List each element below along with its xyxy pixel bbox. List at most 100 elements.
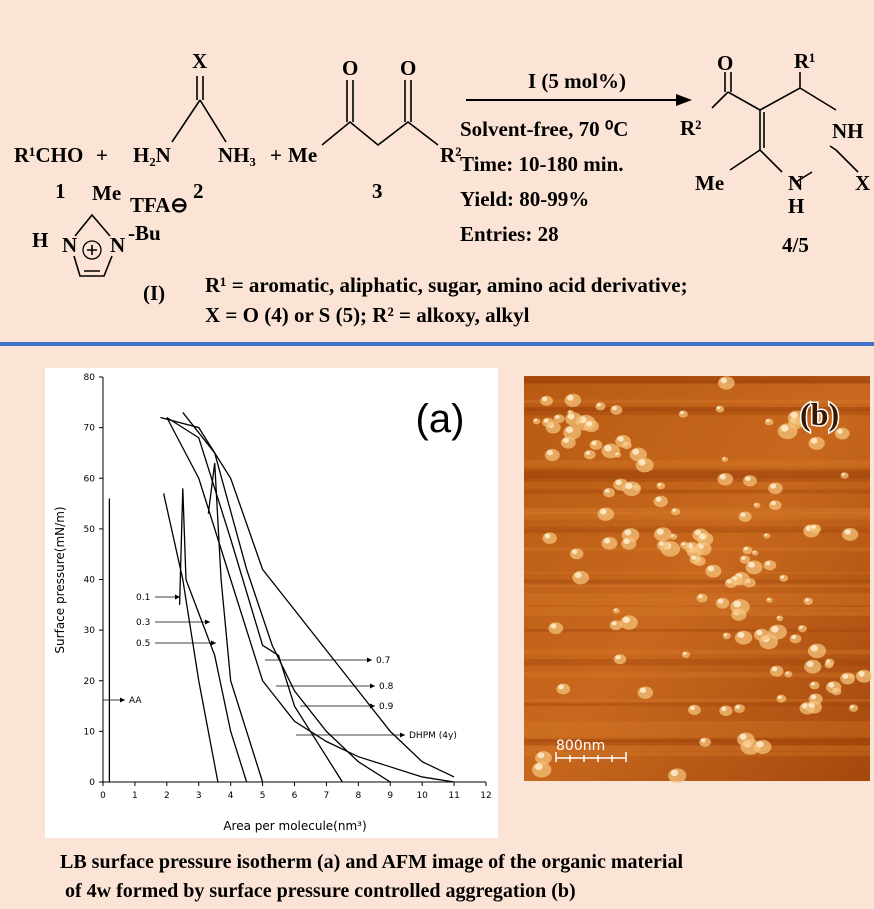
afm-highlight	[682, 542, 686, 545]
afm-highlight	[767, 598, 770, 600]
condition: Yield: 80-99%	[460, 187, 589, 211]
panel-label: (a)	[416, 397, 465, 441]
atom: H₂N	[133, 143, 171, 167]
afm-particle	[603, 488, 615, 498]
afm-highlight	[741, 512, 746, 517]
afm-highlight	[542, 397, 547, 401]
atom: H	[32, 228, 48, 252]
figure: R¹CHO + 1 X H₂N NH₃ + 2 Me O O R² 3 I (5…	[0, 0, 874, 909]
afm-particle	[597, 508, 614, 521]
atom: O	[717, 51, 733, 75]
afm-particle	[668, 768, 686, 783]
compound-number: 2	[193, 179, 204, 203]
afm-particle	[705, 565, 721, 578]
afm-highlight	[718, 599, 723, 604]
afm-highlight	[772, 667, 777, 672]
atom: N	[110, 233, 125, 257]
afm-particle	[754, 503, 761, 508]
afm-highlight	[680, 411, 684, 414]
y-tick-label: 70	[84, 424, 96, 434]
atom: R²	[680, 116, 701, 140]
afm-particle	[548, 622, 563, 634]
afm-particle	[654, 496, 668, 507]
afm-highlight	[547, 450, 553, 455]
atom: Me	[288, 143, 317, 167]
afm-particle	[595, 402, 605, 410]
afm-particle	[671, 508, 680, 515]
afm-particle	[553, 414, 564, 423]
afm-streak	[524, 721, 870, 727]
y-axis-label: Surface pressure(mN/m)	[53, 506, 67, 653]
y-tick-label: 80	[84, 373, 96, 383]
afm-particle	[776, 695, 786, 703]
atom: Me	[695, 171, 724, 195]
afm-highlight	[755, 503, 758, 505]
afm-particle	[770, 666, 784, 677]
atom: R¹	[794, 49, 815, 73]
afm-highlight	[828, 682, 834, 687]
afm-particle	[810, 524, 822, 533]
x-tick-label: 6	[292, 791, 298, 801]
afm-highlight	[568, 414, 575, 420]
atom: Me	[92, 181, 121, 205]
afm-highlight	[586, 451, 591, 455]
x-tick-label: 4	[228, 791, 234, 801]
afm-particle	[723, 633, 731, 640]
afm-particle	[809, 437, 825, 450]
afm-highlight	[778, 695, 782, 698]
afm-highlight	[534, 419, 537, 422]
afm-highlight	[535, 763, 543, 770]
afm-particle	[563, 425, 581, 439]
afm-particle	[776, 616, 783, 622]
afm-highlight	[624, 529, 631, 535]
afm-particle	[737, 732, 755, 746]
afm-particle	[688, 705, 701, 715]
afm-particle	[533, 418, 541, 424]
caption: LB surface pressure isotherm (a) and AFM…	[60, 851, 683, 873]
afm-particle	[615, 435, 631, 448]
afm-particle	[679, 410, 688, 417]
afm-highlight	[683, 652, 686, 655]
afm-particle	[718, 376, 735, 389]
afm-streak	[524, 377, 870, 383]
afm-highlight	[575, 572, 582, 578]
afm-highlight	[638, 459, 645, 465]
afm-highlight	[737, 632, 744, 638]
afm-particle	[763, 560, 776, 570]
afm-particle	[841, 472, 849, 479]
afm-particle	[734, 704, 745, 713]
afm-streak	[524, 672, 870, 677]
afm-highlight	[807, 661, 814, 667]
afm-highlight	[727, 579, 732, 583]
afm-highlight	[765, 561, 770, 565]
afm-highlight	[568, 410, 571, 412]
afm-particle	[763, 533, 770, 538]
afm-highlight	[753, 551, 756, 553]
afm-streak	[524, 730, 870, 737]
afm-particle	[697, 594, 708, 603]
afm-image	[524, 376, 872, 783]
afm-particle	[804, 598, 813, 605]
plus: +	[270, 143, 282, 167]
afm-streak	[524, 471, 870, 478]
afm-highlight	[555, 415, 559, 419]
x-tick-label: 9	[387, 791, 393, 801]
afm-particle	[565, 394, 582, 407]
x-tick-label: 7	[324, 791, 330, 801]
afm-highlight	[781, 575, 785, 578]
afm-highlight	[699, 534, 706, 540]
caption: of 4w formed by surface pressure control…	[60, 880, 576, 902]
afm-highlight	[558, 684, 563, 689]
afm-particle	[638, 686, 654, 698]
afm-highlight	[770, 484, 776, 489]
afm-highlight	[745, 476, 751, 481]
afm-highlight	[850, 705, 854, 708]
series-label: 0.9	[379, 702, 394, 712]
afm-particle	[779, 575, 788, 582]
afm-streak	[524, 582, 870, 587]
afm-highlight	[791, 635, 796, 639]
afm-particle	[716, 598, 730, 609]
afm-highlight	[538, 752, 545, 758]
afm-highlight	[756, 630, 762, 635]
afm-highlight	[740, 734, 747, 740]
